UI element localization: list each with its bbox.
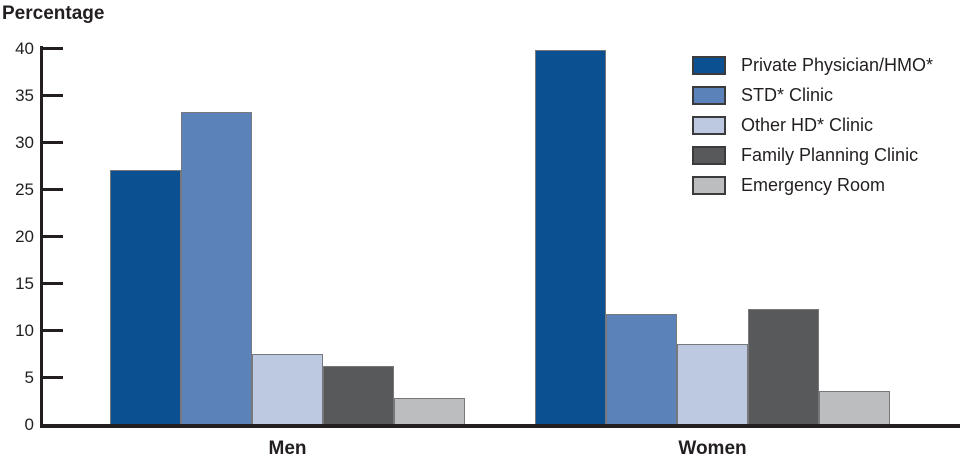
y-tick-label-40: 40 <box>15 39 34 58</box>
y-tick-25 <box>40 188 63 191</box>
legend-swatch-std-clinic <box>692 86 726 105</box>
category-label-men: Men <box>268 438 307 459</box>
bar-men-private-physician-hmo <box>110 170 181 424</box>
y-tick-label-35: 35 <box>15 86 34 105</box>
y-tick-5 <box>40 376 63 379</box>
bar-women-other-hd-clinic <box>677 344 748 424</box>
y-tick-label-0: 0 <box>24 415 34 434</box>
legend-label-emergency-room: Emergency Room <box>741 175 886 195</box>
y-tick-40 <box>40 47 63 50</box>
legend-swatch-family-planning-clinic <box>692 146 726 165</box>
legend-label-other-hd-clinic: Other HD* Clinic <box>741 115 874 135</box>
legend-label-family-planning-clinic: Family Planning Clinic <box>741 145 919 165</box>
y-tick-label-10: 10 <box>15 321 34 340</box>
bar-women-private-physician-hmo <box>535 50 606 424</box>
y-tick-label-20: 20 <box>15 227 34 246</box>
bar-men-other-hd-clinic <box>252 354 323 424</box>
legend-swatch-private-physician-hmo <box>692 56 726 75</box>
legend-swatch-other-hd-clinic <box>692 116 726 135</box>
x-axis-line <box>40 424 960 428</box>
bar-women-emergency-room <box>819 391 890 424</box>
legend-label-std-clinic: STD* Clinic <box>741 85 834 105</box>
y-tick-30 <box>40 141 63 144</box>
y-axis-title: Percentage <box>2 3 105 24</box>
y-tick-20 <box>40 235 63 238</box>
bar-women-family-planning-clinic <box>748 309 819 424</box>
bar-women-std-clinic <box>606 314 677 424</box>
y-tick-10 <box>40 329 63 332</box>
y-tick-label-25: 25 <box>15 180 34 199</box>
y-tick-label-15: 15 <box>15 274 34 293</box>
y-tick-label-30: 30 <box>15 133 34 152</box>
bar-men-emergency-room <box>394 398 465 424</box>
y-tick-35 <box>40 94 63 97</box>
legend-swatch-emergency-room <box>692 176 726 195</box>
y-tick-15 <box>40 282 63 285</box>
legend-label-private-physician-hmo: Private Physician/HMO* <box>741 55 934 75</box>
category-label-women: Women <box>678 438 747 459</box>
y-tick-label-5: 5 <box>24 368 34 387</box>
bar-men-family-planning-clinic <box>323 366 394 424</box>
bar-men-std-clinic <box>181 112 252 424</box>
